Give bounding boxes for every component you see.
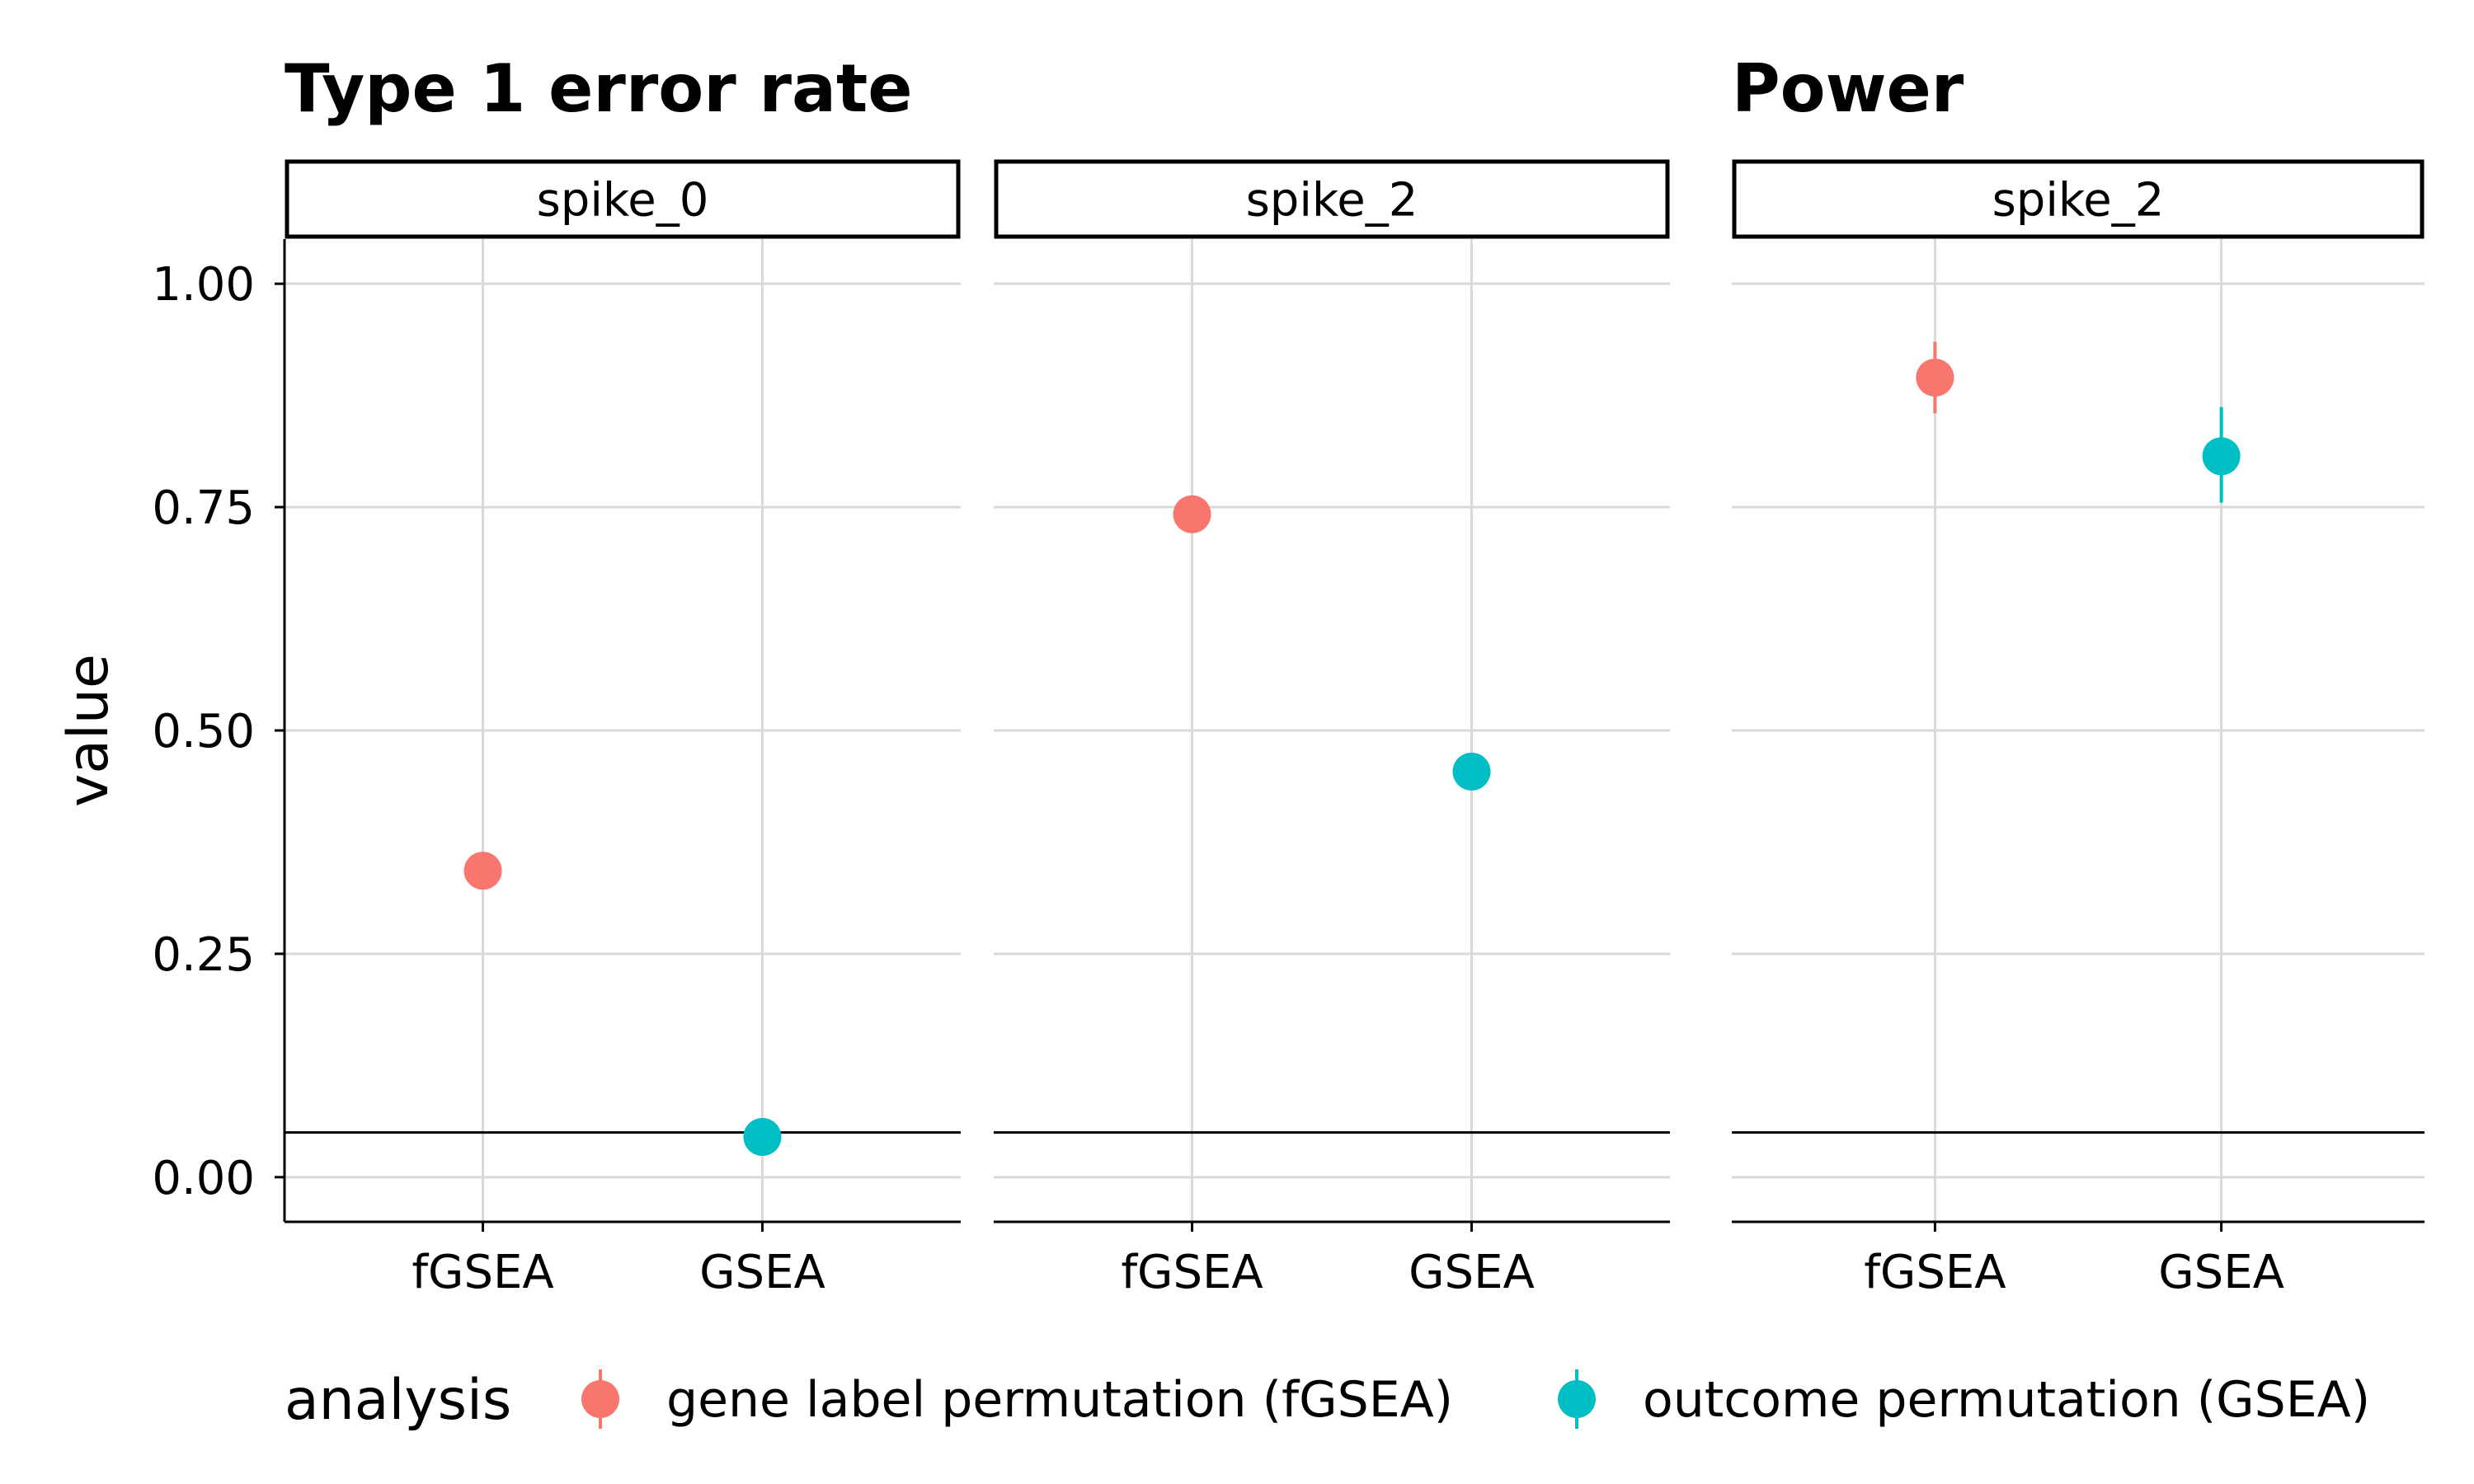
data-point [2202,437,2241,476]
facet-strip [1732,159,2425,239]
x-tick-label: fGSEA [412,1246,553,1299]
data-point [743,1118,782,1157]
x-tick-label: GSEA [699,1246,825,1299]
x-tick-label: GSEA [2158,1246,2284,1299]
legend-title: analysis [285,1368,511,1433]
y-tick-label: 1.00 [152,258,255,312]
data-point [1916,358,1954,397]
x-tick-label: fGSEA [1121,1246,1263,1299]
facet-strip [285,159,961,239]
data-point [1452,752,1491,791]
y-tick-label: 0.75 [152,481,255,535]
facet-strip-label: spike_2 [1992,174,2165,228]
legend-key-point [1558,1380,1596,1418]
legend-key-point [581,1380,619,1418]
data-point [463,852,502,890]
y-axis-title: value [56,654,121,807]
facet-strip [994,159,1670,239]
x-tick-label: fGSEA [1864,1246,2006,1299]
facet-strip-label: spike_2 [1246,174,1418,228]
facet-strip-label: spike_0 [537,174,709,228]
group-title: Type 1 error rate [285,50,912,127]
legend-label: gene label permutation (fGSEA) [666,1371,1453,1429]
y-tick-label: 0.25 [152,928,255,982]
y-tick-label: 0.00 [152,1152,255,1205]
y-tick-label: 0.50 [152,705,255,758]
x-tick-label: GSEA [1409,1246,1535,1299]
data-point [1173,495,1211,533]
legend-label: outcome permutation (GSEA) [1643,1371,2370,1429]
group-title: Power [1732,50,1964,127]
